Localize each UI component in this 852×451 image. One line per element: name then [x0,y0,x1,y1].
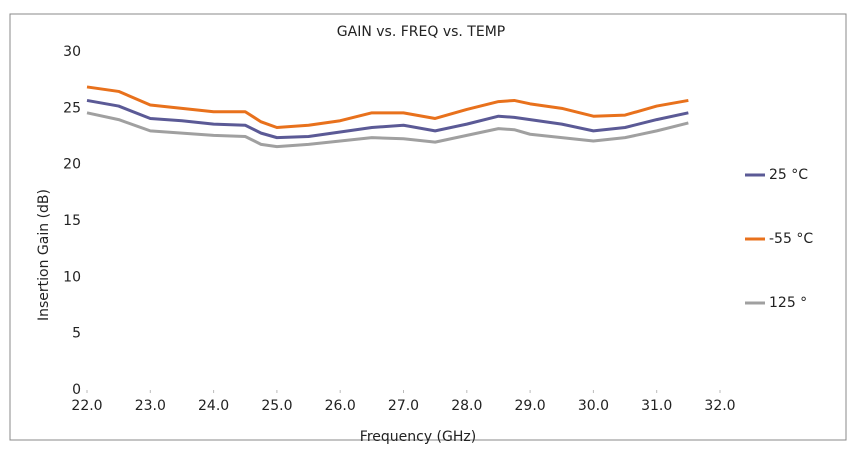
series-line [86,85,689,129]
y-tick-label: 5 [72,326,81,342]
x-tick-label: 31.0 [641,398,672,414]
x-tick-label: 27.0 [388,398,419,414]
x-tick-label: 28.0 [451,398,482,414]
x-tick-label: 22.0 [71,398,102,414]
x-tick-label: 23.0 [135,398,166,414]
x-tick-label: 25.0 [261,398,292,414]
y-tick-label: 30 [63,44,81,60]
x-tick-label: 30.0 [578,398,609,414]
x-tick-label: 32.0 [704,398,735,414]
y-tick-label: 20 [63,157,81,173]
y-axis-title: Insertion Gain (dB) [36,189,52,321]
legend-label: 25 °C [769,167,808,183]
legend-label: -55 °C [769,231,813,247]
chart-frame [9,13,847,441]
x-tick-label: 26.0 [325,398,356,414]
y-tick-label: 25 [63,100,81,116]
x-tick-label: 29.0 [515,398,546,414]
x-axis-title: Frequency (GHz) [360,429,476,445]
series-line [86,98,689,140]
x-tick-label: 24.0 [198,398,229,414]
series-line [86,111,689,149]
y-tick-label: 0 [72,382,81,398]
y-tick-label: 15 [63,213,81,229]
chart-title: GAIN vs. FREQ vs. TEMP [337,24,505,40]
y-tick-label: 10 [63,269,81,285]
legend-label: 125 ° [769,295,807,311]
